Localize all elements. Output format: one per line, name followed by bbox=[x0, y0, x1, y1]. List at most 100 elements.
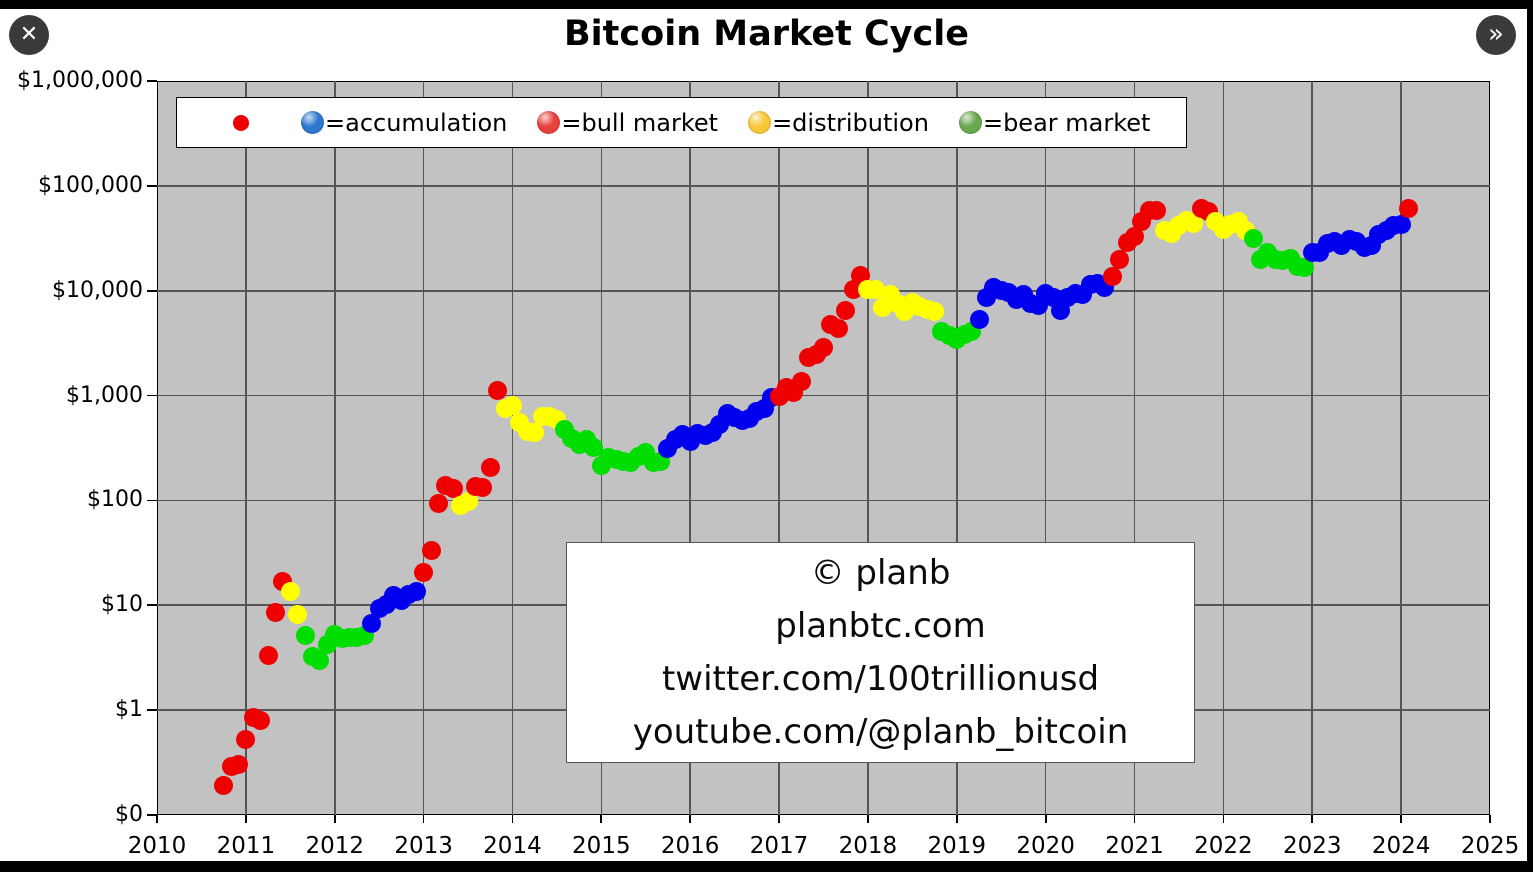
data-point bbox=[925, 302, 945, 322]
x-tick-mark bbox=[689, 815, 692, 823]
chevron-double-right-icon: » bbox=[1488, 18, 1504, 49]
data-point bbox=[1102, 266, 1122, 286]
data-point bbox=[265, 602, 285, 622]
x-tick-label: 2016 bbox=[660, 833, 720, 859]
data-point bbox=[443, 479, 463, 499]
y-tick-mark bbox=[147, 604, 157, 607]
legend-label: =distribution bbox=[772, 108, 929, 137]
legend-item-bear-market: =bear market bbox=[958, 108, 1151, 137]
data-point bbox=[502, 396, 522, 416]
top-black-bar bbox=[0, 0, 1533, 9]
watermark-line: youtube.com/@planb_bitcoin bbox=[632, 711, 1129, 752]
x-tick-label: 2019 bbox=[927, 833, 987, 859]
x-tick-label: 2017 bbox=[749, 833, 809, 859]
gridline-vertical bbox=[867, 81, 869, 815]
data-point bbox=[1243, 228, 1263, 248]
x-tick-mark bbox=[1489, 815, 1491, 823]
legend-label: =bear market bbox=[982, 108, 1151, 137]
gridline-horizontal bbox=[157, 185, 1490, 187]
data-point bbox=[228, 755, 248, 775]
y-tick-label: $100,000 bbox=[38, 172, 143, 198]
data-point bbox=[480, 458, 500, 478]
x-tick-mark bbox=[422, 815, 425, 823]
watermark-box: © planb planbtc.com twitter.com/100trill… bbox=[566, 542, 1195, 763]
gridline-vertical bbox=[778, 81, 780, 815]
x-tick-label: 2023 bbox=[1282, 833, 1342, 859]
x-tick-label: 2020 bbox=[1016, 833, 1075, 859]
legend-item-accumulation: =accumulation bbox=[301, 109, 507, 137]
data-point bbox=[295, 626, 315, 646]
gridline-vertical bbox=[422, 81, 425, 815]
x-tick-mark bbox=[156, 815, 158, 823]
data-point bbox=[310, 650, 330, 670]
watermark-line: © planb bbox=[810, 552, 951, 593]
data-point bbox=[836, 301, 856, 321]
gridline-vertical bbox=[511, 81, 514, 815]
x-tick-label: 2018 bbox=[838, 833, 898, 859]
data-point bbox=[288, 604, 308, 624]
data-point bbox=[791, 372, 811, 392]
bottom-black-bar bbox=[0, 861, 1533, 872]
data-point bbox=[1295, 258, 1315, 278]
blue-ball-icon bbox=[301, 111, 324, 134]
data-point bbox=[406, 582, 426, 602]
x-tick-label: 2013 bbox=[394, 833, 453, 859]
y-tick-mark bbox=[147, 394, 157, 397]
watermark-line: planbtc.com bbox=[775, 605, 986, 646]
x-tick-mark bbox=[244, 815, 247, 823]
legend-item-bull-market: =bull market bbox=[537, 109, 718, 137]
x-tick-label: 2021 bbox=[1105, 833, 1164, 859]
x-tick-label: 2022 bbox=[1194, 833, 1253, 859]
y-tick-mark bbox=[147, 289, 157, 292]
x-tick-mark bbox=[778, 815, 780, 823]
data-point bbox=[584, 437, 604, 457]
y-tick-mark bbox=[147, 814, 157, 816]
gridline-vertical bbox=[245, 81, 247, 815]
y-tick-mark bbox=[147, 499, 157, 502]
y-tick-mark bbox=[147, 80, 157, 82]
data-point bbox=[969, 309, 989, 329]
legend-label: =bull market bbox=[561, 108, 719, 137]
data-point bbox=[458, 492, 478, 512]
data-point bbox=[843, 280, 863, 300]
data-point bbox=[362, 614, 382, 634]
y-tick-label: $1 bbox=[115, 697, 143, 723]
x-tick-label: 2025 bbox=[1460, 833, 1520, 859]
chart-legend: =accumulation =bull market =distribution… bbox=[176, 97, 1187, 148]
data-point bbox=[473, 477, 493, 497]
data-point bbox=[1125, 226, 1145, 246]
right-black-edge bbox=[1527, 0, 1533, 872]
y-tick-label: $100 bbox=[87, 487, 143, 513]
watermark-line: twitter.com/100trillionusd bbox=[661, 658, 1100, 699]
gridline-vertical bbox=[1044, 81, 1047, 815]
close-icon: ✕ bbox=[19, 22, 39, 47]
legend-label: =accumulation bbox=[325, 108, 508, 137]
gridline-vertical bbox=[956, 81, 958, 815]
data-point bbox=[1399, 198, 1419, 218]
x-tick-mark bbox=[867, 815, 869, 823]
gridline-vertical bbox=[1400, 81, 1402, 815]
close-button[interactable]: ✕ bbox=[9, 15, 49, 55]
x-tick-label: 2024 bbox=[1371, 833, 1431, 859]
x-tick-label: 2012 bbox=[305, 833, 364, 859]
data-point bbox=[251, 711, 271, 731]
data-point bbox=[1391, 215, 1411, 235]
data-point bbox=[428, 494, 448, 514]
legend-items: =accumulation =bull market =distribution… bbox=[301, 109, 1150, 137]
gridline-horizontal bbox=[157, 394, 1490, 397]
data-point bbox=[258, 645, 278, 665]
data-point bbox=[1110, 250, 1130, 270]
x-tick-label: 2011 bbox=[216, 833, 276, 859]
y-tick-label: $0 bbox=[115, 802, 143, 827]
data-point bbox=[488, 380, 508, 400]
gridline-vertical bbox=[333, 81, 336, 815]
data-point bbox=[828, 319, 848, 339]
data-point bbox=[414, 563, 434, 583]
y-tick-mark bbox=[147, 709, 157, 712]
forward-button[interactable]: » bbox=[1476, 15, 1516, 55]
gridline-horizontal bbox=[157, 289, 1490, 292]
data-point bbox=[214, 776, 234, 796]
x-tick-mark bbox=[1400, 815, 1403, 823]
y-tick-label: $1,000,000 bbox=[17, 68, 143, 93]
